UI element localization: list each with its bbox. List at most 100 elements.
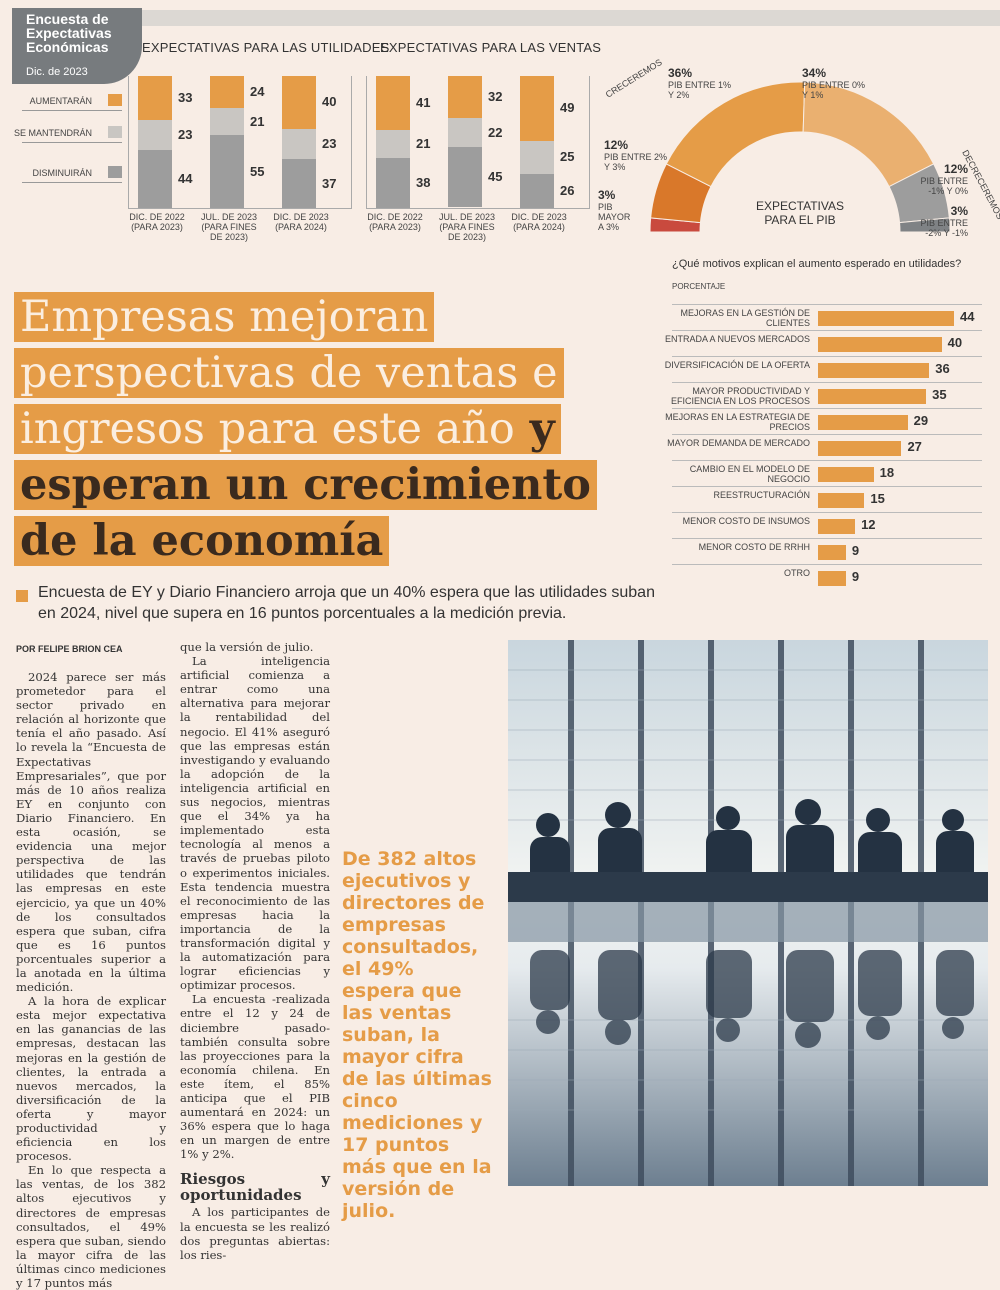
badge-title: Encuesta de Expectativas Económicas: [26, 11, 112, 55]
motivo-bar: [818, 519, 856, 534]
bar-value: 22: [488, 124, 503, 140]
category-label: DIC. DE 2023 (PARA 2024): [256, 212, 346, 232]
category-line: JUL. DE 2023: [200, 212, 258, 222]
bar-segment: [282, 159, 316, 208]
chart-ventas-title: EXPECTATIVAS PARA LAS VENTAS: [380, 40, 602, 55]
col2-heading: Riesgos y oportunidades: [180, 1170, 330, 1205]
pib-slice-pct: 34%: [802, 66, 827, 80]
motivo-value: 12: [861, 517, 876, 532]
subtitle: Encuesta de EY y Diario Financiero arroj…: [38, 584, 655, 622]
bar-value: 41: [416, 95, 431, 111]
survey-badge: Encuesta de Expectativas Económicas Dic.…: [12, 8, 142, 84]
bar-value: 45: [488, 168, 503, 184]
bar-value: 44: [178, 170, 193, 186]
bar-value: 26: [560, 182, 575, 198]
motivo-row: MENOR COSTO DE RRHH 9: [672, 538, 982, 565]
bar-value: 55: [250, 163, 265, 179]
subtitle-bullet: [16, 590, 28, 602]
category-line: (PARA FINES: [439, 222, 495, 232]
badge-date: Dic. de 2023: [26, 66, 88, 78]
pib-slice-desc: PIB ENTRE 2% Y 3%: [604, 152, 668, 172]
bar-value: 37: [322, 175, 337, 191]
col2-p1: que la versión de julio.: [180, 640, 314, 654]
bar-segment: [138, 149, 172, 208]
motivo-row: OTRO 9: [672, 564, 982, 591]
category-line: DIC. DE 2022: [129, 212, 185, 222]
bar-value: 21: [250, 113, 265, 129]
bar-segment: [520, 76, 554, 141]
chart-frame: [128, 76, 352, 209]
pib-slice-desc: PIB ENTRE 0% Y 1%: [802, 80, 866, 100]
category-label: JUL. DE 2023 (PARA FINES DE 2023): [422, 212, 512, 242]
motivo-bar: [818, 311, 954, 326]
bar-value: 25: [560, 149, 575, 165]
col1-p2: A la hora de explicar esta mejor expecta…: [16, 994, 166, 1164]
pib-slice: [899, 217, 951, 233]
col2-p4: A los participantes de la encuesta se le…: [180, 1205, 330, 1262]
category-line: DE 2023): [447, 232, 487, 242]
bar-segment: [520, 173, 554, 208]
motivo-row: MENOR COSTO DE INSUMOS 12: [672, 512, 982, 539]
pib-slice-desc: PIB ENTRE -1% Y 0%: [920, 176, 968, 196]
pib-slice-pct: 12%: [943, 162, 968, 176]
motivo-value: 18: [879, 465, 895, 480]
pib-slice-label: 3% PIB ENTRE -2% Y -1%: [904, 204, 968, 238]
bar-segment: [210, 107, 244, 136]
motivos-unit: PORCENTAJE: [672, 282, 726, 291]
bar-value: 40: [322, 94, 337, 110]
headline: Empresas mejoran perspectivas de ventas …: [14, 292, 614, 572]
motivo-bar: [818, 545, 846, 560]
category-line: (PARA FINES: [201, 222, 257, 232]
boardroom-photo: [508, 640, 988, 1186]
motivo-label: MAYOR PRODUCTIVIDAD Y EFICIENCIA EN LOS …: [670, 386, 810, 406]
col1-p1: 2024 parece ser más prometedor para el s…: [16, 670, 166, 995]
legend-swatch: [108, 94, 122, 106]
motivo-bar: [818, 493, 865, 508]
top-rule: [120, 10, 1000, 26]
motivo-value: 9: [851, 569, 860, 584]
motivo-label: REESTRUCTURACIÓN: [713, 490, 810, 500]
category-line: JUL. DE 2023: [438, 212, 496, 222]
bar-value: 38: [416, 174, 431, 190]
pull-quote: De 382 altos ejecutivos y directores de …: [342, 848, 492, 1222]
bar-segment: [448, 76, 482, 119]
headline-line2: perspectivas de ventas e: [14, 348, 564, 398]
category-label: JUL. DE 2023 (PARA FINES DE 2023): [184, 212, 274, 242]
pib-slice-label: 34% PIB ENTRE 0% Y 1%: [802, 66, 866, 100]
bar-segment: [376, 157, 410, 208]
motivo-row: MEJORAS EN LA GESTIÓN DE CLIENTES 44: [672, 304, 982, 331]
bar-segment: [138, 76, 172, 120]
motivo-row: DIVERSIFICACIÓN DE LA OFERTA 36: [665, 356, 982, 383]
bar-segment: [376, 130, 410, 158]
category-line: DIC. DE 2023: [511, 212, 567, 222]
pib-chart: EXPECTATIVAS PARA EL PIBCRECEREMOSDECRECE…: [604, 57, 1000, 233]
col1-p3: En lo que respecta a las ventas, de los …: [16, 1163, 166, 1290]
pib-slice-label: 12% PIB ENTRE -1% Y 0%: [904, 162, 968, 196]
pib-slice-label: 3% PIB MAYOR A 3%: [598, 188, 630, 232]
motivo-value: 27: [907, 439, 922, 454]
category-label: DIC. DE 2023 (PARA 2024): [494, 212, 584, 232]
pib-slice-label: 12% PIB ENTRE 2% Y 3%: [604, 138, 668, 172]
headline-line3: ingresos para este año y: [14, 404, 561, 454]
bar-segment: [376, 76, 410, 131]
article-col2: que la versión de julio. La inteligencia…: [180, 640, 330, 1262]
category-label: DIC. DE 2022 (PARA 2023): [112, 212, 202, 232]
category-line: DIC. DE 2023: [273, 212, 329, 222]
pib-slice-desc: PIB ENTRE -2% Y -1%: [920, 218, 968, 238]
motivo-row: REESTRUCTURACIÓN 15: [672, 486, 982, 513]
bar-value: 24: [250, 83, 265, 99]
motivo-bar: [818, 363, 930, 378]
article-col1: 2024 parece ser más prometedor para el s…: [16, 670, 166, 1290]
legend-rule: [22, 182, 122, 183]
motivo-label: MAYOR DEMANDA DE MERCADO: [667, 438, 810, 448]
legend-rule: [22, 142, 122, 143]
legend-swatch: [108, 126, 122, 138]
motivo-row: MAYOR DEMANDA DE MERCADO 27: [667, 434, 982, 461]
motivo-value: 44: [960, 309, 975, 324]
pib-slice-label: 36% PIB ENTRE 1% Y 2%: [668, 66, 732, 100]
category-line: DE 2023): [209, 232, 249, 242]
motivo-label: ENTRADA A NUEVOS MERCADOS: [664, 334, 810, 344]
col2-p2: La inteligencia artificial comienza a en…: [180, 654, 330, 993]
bar-segment: [448, 147, 482, 207]
legend-label: SE MANTENDRÁN: [13, 128, 92, 138]
